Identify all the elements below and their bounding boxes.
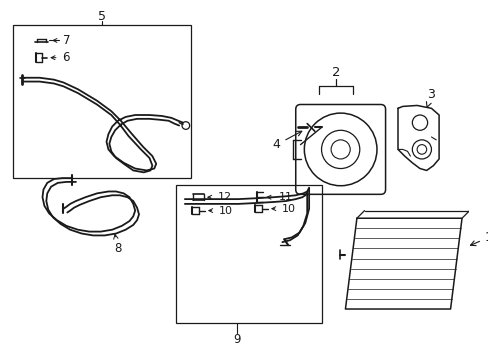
Text: 5: 5 xyxy=(98,10,105,23)
Text: 9: 9 xyxy=(233,333,241,346)
Text: 12: 12 xyxy=(217,192,231,202)
Text: 8: 8 xyxy=(114,234,122,255)
Text: 11: 11 xyxy=(278,192,292,202)
Bar xyxy=(176,185,321,323)
Text: 10: 10 xyxy=(218,206,232,216)
Text: 3: 3 xyxy=(426,89,434,107)
Text: 4: 4 xyxy=(272,131,301,151)
Text: 6: 6 xyxy=(62,51,70,64)
Text: 2: 2 xyxy=(331,67,340,80)
Text: 1: 1 xyxy=(469,231,488,246)
Text: 7: 7 xyxy=(62,34,70,47)
Text: 10: 10 xyxy=(281,204,295,214)
Bar xyxy=(13,25,190,178)
